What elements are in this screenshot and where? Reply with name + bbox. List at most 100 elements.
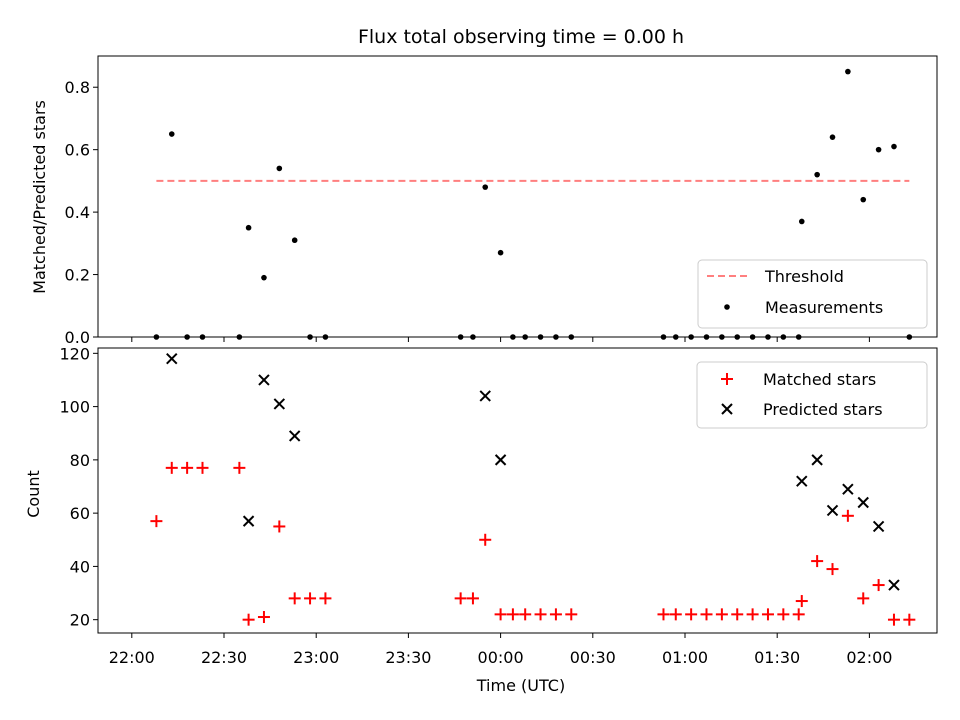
predicted-star-point bbox=[826, 504, 839, 517]
legend-matched-swatch bbox=[721, 373, 733, 385]
matched-star-point bbox=[761, 608, 774, 621]
bottom-y-tick-label: 60 bbox=[70, 504, 90, 523]
x-tick-label: 01:00 bbox=[662, 648, 708, 667]
bottom-axes-frame bbox=[97, 347, 938, 634]
matched-star-point bbox=[903, 613, 916, 626]
measurement-point bbox=[703, 334, 710, 340]
top-legend: Threshold Measurements bbox=[697, 259, 928, 329]
bottom-y-tick-label: 40 bbox=[70, 557, 90, 576]
top-y-tick-label: 0.6 bbox=[65, 141, 90, 160]
matched-star-point bbox=[715, 608, 728, 621]
legend-measurements-swatch bbox=[724, 304, 730, 310]
bottom-y-tick-label: 80 bbox=[70, 451, 90, 470]
matched-star-point bbox=[454, 592, 467, 605]
predicted-star-point bbox=[842, 483, 854, 495]
predicted-star-point bbox=[242, 515, 255, 527]
x-tick-label: 23:30 bbox=[385, 648, 431, 667]
matched-star-point bbox=[872, 579, 885, 592]
measurement-point bbox=[765, 334, 771, 340]
measurement-point bbox=[795, 334, 802, 340]
x-tick-label: 22:30 bbox=[201, 648, 247, 667]
measurement-point bbox=[734, 334, 741, 340]
matched-star-point bbox=[479, 533, 492, 546]
measurement-point bbox=[497, 249, 504, 256]
measurement-point bbox=[798, 218, 805, 225]
predicted-star-point bbox=[258, 374, 270, 386]
measurement-point bbox=[780, 334, 787, 340]
matched-star-point bbox=[857, 592, 870, 605]
measurement-point bbox=[719, 334, 725, 340]
predicted-star-point bbox=[857, 496, 869, 509]
matched-star-point bbox=[811, 555, 824, 568]
predicted-star-point bbox=[888, 579, 900, 591]
x-tick-label: 22:00 bbox=[109, 648, 155, 667]
measurement-point bbox=[860, 196, 867, 203]
matched-star-point bbox=[731, 608, 744, 621]
measurement-point bbox=[184, 334, 190, 340]
bottom-y-tick-label: 20 bbox=[70, 611, 90, 630]
matched-star-point bbox=[565, 608, 578, 621]
predicted-star-point bbox=[479, 390, 491, 402]
measurement-point bbox=[522, 334, 528, 340]
measurement-point bbox=[168, 131, 175, 137]
matched-star-point bbox=[519, 608, 532, 621]
matched-star-point bbox=[181, 461, 194, 474]
matched-star-point bbox=[242, 613, 255, 626]
predicted-star-point bbox=[494, 454, 507, 466]
measurement-point bbox=[236, 334, 243, 340]
matched-star-point bbox=[549, 608, 562, 621]
x-tick-label: 01:30 bbox=[754, 648, 800, 667]
legend-predicted-swatch bbox=[721, 403, 733, 415]
measurement-point bbox=[291, 237, 298, 244]
measurement-point bbox=[814, 171, 820, 178]
predicted-star-point bbox=[166, 352, 178, 365]
predicted-star-point bbox=[811, 454, 823, 466]
x-tick-label: 00:00 bbox=[478, 648, 524, 667]
matched-star-point bbox=[669, 608, 682, 621]
matched-star-point bbox=[657, 608, 670, 621]
x-tick-label: 23:00 bbox=[293, 648, 339, 667]
legend-measurements-label: Measurements bbox=[765, 298, 883, 317]
predicted-star-point bbox=[288, 430, 301, 442]
measurement-point bbox=[553, 334, 559, 340]
measurement-point bbox=[568, 334, 575, 340]
matched-star-point bbox=[304, 592, 317, 605]
x-axis-label: Time (UTC) bbox=[476, 676, 565, 695]
matched-star-point bbox=[165, 461, 178, 474]
measurement-point bbox=[470, 334, 476, 340]
matched-star-point bbox=[685, 608, 698, 621]
measurement-point bbox=[457, 334, 464, 340]
matched-star-point bbox=[777, 608, 790, 621]
measurement-point bbox=[672, 334, 679, 340]
measurement-point bbox=[891, 143, 897, 150]
measurement-point bbox=[510, 334, 516, 340]
legend-matched-label: Matched stars bbox=[763, 370, 876, 389]
measurement-point bbox=[153, 334, 160, 340]
matched-star-point bbox=[466, 592, 479, 605]
matched-star-point bbox=[257, 611, 270, 624]
measurement-point bbox=[660, 334, 667, 340]
measurement-point bbox=[261, 274, 267, 281]
matched-star-point bbox=[534, 608, 547, 621]
x-tick-label: 02:00 bbox=[846, 648, 892, 667]
bottom-legend: Matched stars Predicted stars bbox=[696, 361, 928, 429]
top-axes-frame bbox=[97, 55, 938, 338]
measurement-point bbox=[276, 165, 283, 172]
legend-threshold-label: Threshold bbox=[764, 267, 844, 286]
measurement-point bbox=[688, 334, 694, 340]
matched-star-point bbox=[288, 592, 301, 605]
matched-star-point bbox=[887, 613, 900, 626]
predicted-star-point bbox=[796, 475, 808, 487]
measurement-point bbox=[749, 334, 756, 340]
bottom-y-axis-label: Count bbox=[24, 470, 43, 518]
matched-star-point bbox=[319, 592, 332, 605]
top-y-tick-label: 0.8 bbox=[65, 78, 90, 97]
matched-star-point bbox=[506, 608, 519, 621]
measurement-point bbox=[307, 334, 313, 340]
matched-star-point bbox=[795, 595, 808, 608]
matched-star-point bbox=[494, 608, 507, 621]
matched-star-point bbox=[273, 520, 286, 533]
top-y-tick-label: 0.2 bbox=[65, 266, 90, 285]
measurement-point bbox=[875, 146, 882, 153]
